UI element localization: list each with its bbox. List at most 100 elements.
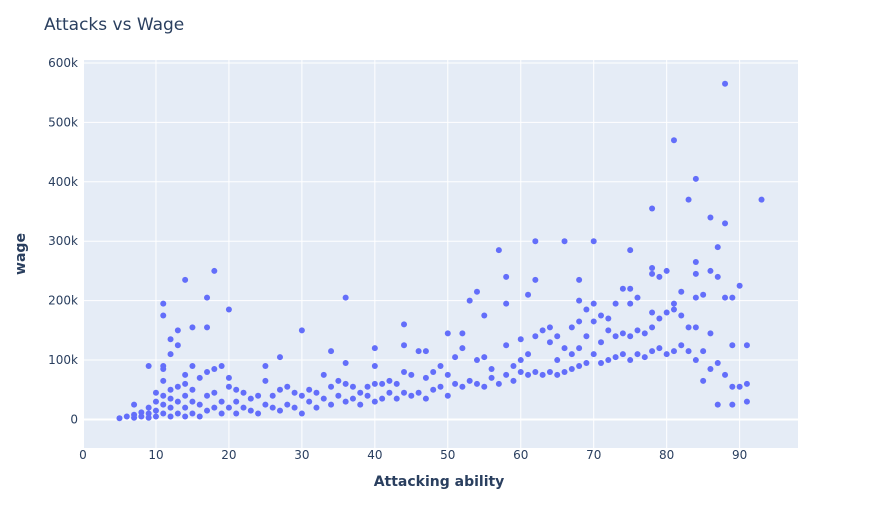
- data-point[interactable]: [218, 398, 225, 405]
- data-point[interactable]: [583, 360, 590, 367]
- data-point[interactable]: [722, 80, 729, 87]
- data-point[interactable]: [685, 348, 692, 355]
- data-point[interactable]: [473, 288, 480, 295]
- data-point[interactable]: [371, 363, 378, 370]
- data-point[interactable]: [444, 371, 451, 378]
- data-point[interactable]: [605, 327, 612, 334]
- data-point[interactable]: [240, 404, 247, 411]
- data-point[interactable]: [342, 360, 349, 367]
- data-point[interactable]: [430, 368, 437, 375]
- data-point[interactable]: [583, 333, 590, 340]
- data-point[interactable]: [729, 383, 736, 390]
- data-point[interactable]: [692, 294, 699, 301]
- data-point[interactable]: [422, 395, 429, 402]
- data-point[interactable]: [758, 196, 765, 203]
- data-point[interactable]: [342, 294, 349, 301]
- data-point[interactable]: [255, 392, 262, 399]
- data-point[interactable]: [743, 398, 750, 405]
- data-point[interactable]: [269, 404, 276, 411]
- data-point[interactable]: [649, 348, 656, 355]
- data-point[interactable]: [211, 389, 218, 396]
- data-point[interactable]: [152, 407, 159, 414]
- data-point[interactable]: [612, 333, 619, 340]
- data-point[interactable]: [641, 330, 648, 337]
- data-point[interactable]: [131, 411, 138, 418]
- data-point[interactable]: [503, 300, 510, 307]
- data-point[interactable]: [189, 386, 196, 393]
- data-point[interactable]: [554, 357, 561, 364]
- data-point[interactable]: [707, 330, 714, 337]
- data-point[interactable]: [714, 273, 721, 280]
- data-point[interactable]: [225, 383, 232, 390]
- data-point[interactable]: [269, 392, 276, 399]
- data-point[interactable]: [736, 383, 743, 390]
- data-point[interactable]: [182, 392, 189, 399]
- data-point[interactable]: [722, 220, 729, 227]
- data-point[interactable]: [743, 380, 750, 387]
- data-point[interactable]: [306, 398, 313, 405]
- data-point[interactable]: [714, 401, 721, 408]
- data-point[interactable]: [656, 315, 663, 322]
- data-point[interactable]: [401, 321, 408, 328]
- data-point[interactable]: [160, 377, 167, 384]
- data-point[interactable]: [320, 395, 327, 402]
- data-point[interactable]: [233, 398, 240, 405]
- data-point[interactable]: [138, 409, 145, 416]
- data-point[interactable]: [707, 267, 714, 274]
- data-point[interactable]: [743, 342, 750, 349]
- data-point[interactable]: [298, 392, 305, 399]
- data-point[interactable]: [576, 345, 583, 352]
- data-point[interactable]: [204, 324, 211, 331]
- data-point[interactable]: [335, 377, 342, 384]
- data-point[interactable]: [576, 276, 583, 283]
- data-point[interactable]: [182, 404, 189, 411]
- data-point[interactable]: [167, 404, 174, 411]
- data-point[interactable]: [539, 327, 546, 334]
- data-point[interactable]: [167, 386, 174, 393]
- data-point[interactable]: [415, 348, 422, 355]
- data-point[interactable]: [444, 330, 451, 337]
- data-point[interactable]: [605, 315, 612, 322]
- data-point[interactable]: [510, 363, 517, 370]
- data-point[interactable]: [342, 398, 349, 405]
- data-point[interactable]: [576, 297, 583, 304]
- data-point[interactable]: [357, 401, 364, 408]
- data-point[interactable]: [284, 401, 291, 408]
- data-point[interactable]: [233, 386, 240, 393]
- data-point[interactable]: [473, 357, 480, 364]
- data-point[interactable]: [576, 318, 583, 325]
- data-point[interactable]: [590, 300, 597, 307]
- data-point[interactable]: [189, 363, 196, 370]
- data-point[interactable]: [619, 330, 626, 337]
- data-point[interactable]: [590, 238, 597, 245]
- data-point[interactable]: [670, 137, 677, 144]
- data-point[interactable]: [707, 365, 714, 372]
- data-point[interactable]: [568, 365, 575, 372]
- data-point[interactable]: [276, 407, 283, 414]
- data-point[interactable]: [160, 312, 167, 319]
- data-point[interactable]: [167, 413, 174, 420]
- data-point[interactable]: [262, 363, 269, 370]
- data-point[interactable]: [189, 398, 196, 405]
- data-point[interactable]: [320, 371, 327, 378]
- data-point[interactable]: [700, 291, 707, 298]
- data-point[interactable]: [138, 413, 145, 420]
- data-point[interactable]: [649, 270, 656, 277]
- data-point[interactable]: [685, 196, 692, 203]
- data-point[interactable]: [160, 392, 167, 399]
- data-point[interactable]: [517, 336, 524, 343]
- data-point[interactable]: [598, 312, 605, 319]
- data-point[interactable]: [123, 413, 130, 420]
- data-point[interactable]: [561, 345, 568, 352]
- data-point[interactable]: [459, 330, 466, 337]
- data-point[interactable]: [196, 401, 203, 408]
- data-point[interactable]: [167, 336, 174, 343]
- data-point[interactable]: [700, 348, 707, 355]
- data-point[interactable]: [649, 309, 656, 316]
- data-point[interactable]: [459, 383, 466, 390]
- data-point[interactable]: [386, 377, 393, 384]
- data-point[interactable]: [174, 327, 181, 334]
- data-point[interactable]: [131, 401, 138, 408]
- data-point[interactable]: [174, 383, 181, 390]
- data-point[interactable]: [503, 371, 510, 378]
